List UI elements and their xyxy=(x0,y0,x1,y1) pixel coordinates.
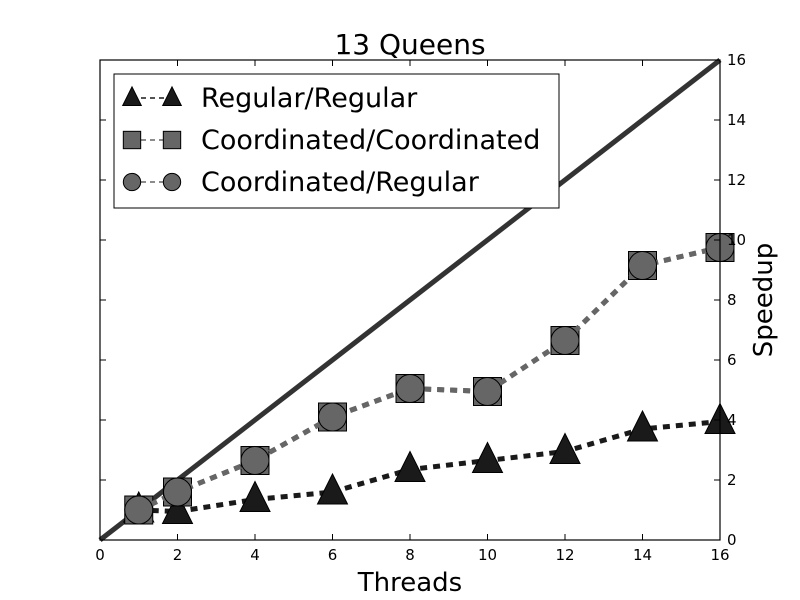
data-point-circle xyxy=(395,374,425,403)
x-tick-label: 8 xyxy=(405,546,415,564)
y-tick-label: 0 xyxy=(727,531,737,549)
y-tick-label: 2 xyxy=(727,471,737,489)
y-tick-label: 4 xyxy=(727,411,737,429)
data-point-circle xyxy=(473,377,502,406)
y-tick-label: 16 xyxy=(727,51,746,69)
data-point-circle xyxy=(124,495,154,525)
legend-item: Coordinated/Coordinated xyxy=(122,125,540,156)
y-tick-label: 10 xyxy=(727,231,746,249)
x-tick-label: 16 xyxy=(710,546,729,564)
legend-item: Regular/Regular xyxy=(121,83,418,114)
y-tick-label: 12 xyxy=(727,171,746,189)
y-tick-label: 8 xyxy=(727,291,737,309)
x-axis-label: Threads xyxy=(357,568,462,598)
data-point-triangle xyxy=(626,409,659,442)
data-point-triangle xyxy=(161,492,194,524)
legend-marker-triangle xyxy=(161,85,183,106)
legend-marker-triangle xyxy=(121,85,143,106)
legend-marker-circle xyxy=(162,172,182,192)
data-point-triangle xyxy=(394,450,426,482)
y-axis-label: Speedup xyxy=(749,243,779,358)
data-point-circle xyxy=(628,251,657,280)
legend-item: Coordinated/Regular xyxy=(122,167,480,198)
data-point-triangle xyxy=(471,441,504,473)
x-tick-label: 14 xyxy=(633,546,652,564)
x-tick-label: 6 xyxy=(328,546,338,564)
x-tick-label: 2 xyxy=(173,546,183,564)
x-tick-label: 10 xyxy=(478,546,497,564)
legend-marker-square xyxy=(122,130,142,150)
legend-label: Coordinated/Regular xyxy=(201,167,480,198)
chart-title: 13 Queens xyxy=(334,28,485,61)
series-line-circle xyxy=(137,245,721,513)
legend-marker-square xyxy=(162,130,182,150)
x-tick-label: 4 xyxy=(250,546,260,564)
legend-box xyxy=(113,73,560,209)
data-point-triangle xyxy=(239,480,271,512)
data-point-triangle xyxy=(549,432,581,464)
y-tick-label: 6 xyxy=(727,351,737,369)
x-tick-label: 12 xyxy=(555,546,574,564)
x-tick-label: 0 xyxy=(95,546,105,564)
legend-label: Coordinated/Coordinated xyxy=(201,125,540,156)
data-point-circle xyxy=(163,477,192,507)
y-tick-label: 14 xyxy=(727,111,746,129)
data-point-circle xyxy=(318,402,347,432)
ideal-speedup-line xyxy=(98,58,722,542)
data-point-triangle xyxy=(316,472,349,505)
data-point-circle xyxy=(550,326,580,355)
series-circle xyxy=(124,233,735,525)
legend-label: Regular/Regular xyxy=(201,83,418,114)
legend-marker-circle xyxy=(122,172,142,192)
legend: Regular/Regular Coordinated/Coordinated Co… xyxy=(113,73,560,209)
data-point-circle xyxy=(240,446,270,475)
